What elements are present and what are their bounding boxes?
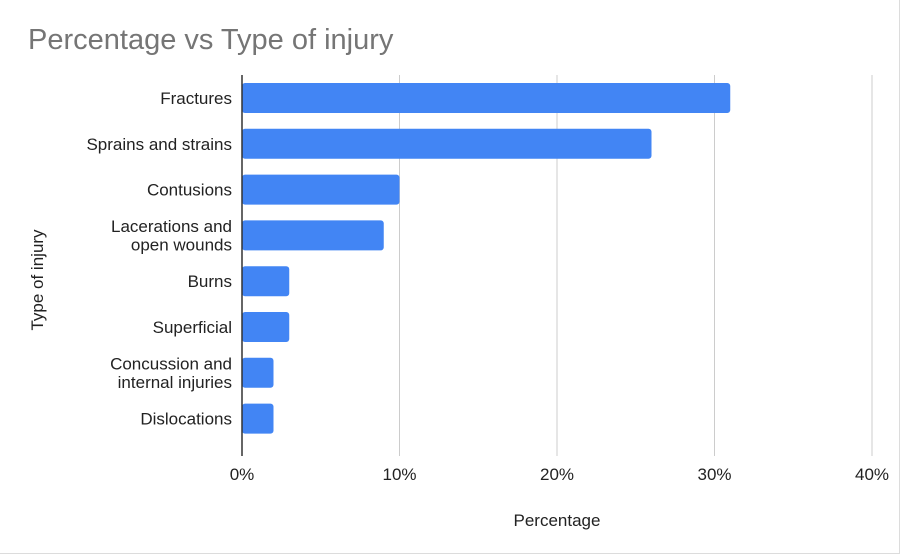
y-axis-title: Type of injury [28,229,47,331]
bar [242,312,290,342]
category-label: Lacerations and open wounds [111,217,232,255]
bar [242,266,290,297]
x-tick-labels: 0% 10% 20% 30% 40% [230,465,889,484]
category-label: Concussion and internal injuries [110,355,232,393]
chart-title: Percentage vs Type of injury [28,24,394,56]
category-label: Superficial [153,318,232,337]
category-label: Contusions [147,181,232,200]
bar [242,403,274,434]
x-tick-label: 20% [540,465,574,484]
category-labels: Fractures Sprains and strains Contusions La… [86,89,232,429]
bar [242,128,652,159]
category-label: Dislocations [140,410,232,429]
x-axis-title: Percentage [514,511,601,530]
x-tick-label: 0% [230,465,255,484]
bar [242,220,384,251]
bar [242,174,400,205]
x-tick-label: 40% [855,465,889,484]
category-label: Fractures [160,89,232,108]
bars [242,83,731,434]
category-label: Burns [188,272,232,291]
category-label: Sprains and strains [86,135,232,154]
bar [242,357,274,388]
x-tick-label: 10% [382,465,416,484]
bar [242,83,731,113]
x-tick-label: 30% [697,465,731,484]
